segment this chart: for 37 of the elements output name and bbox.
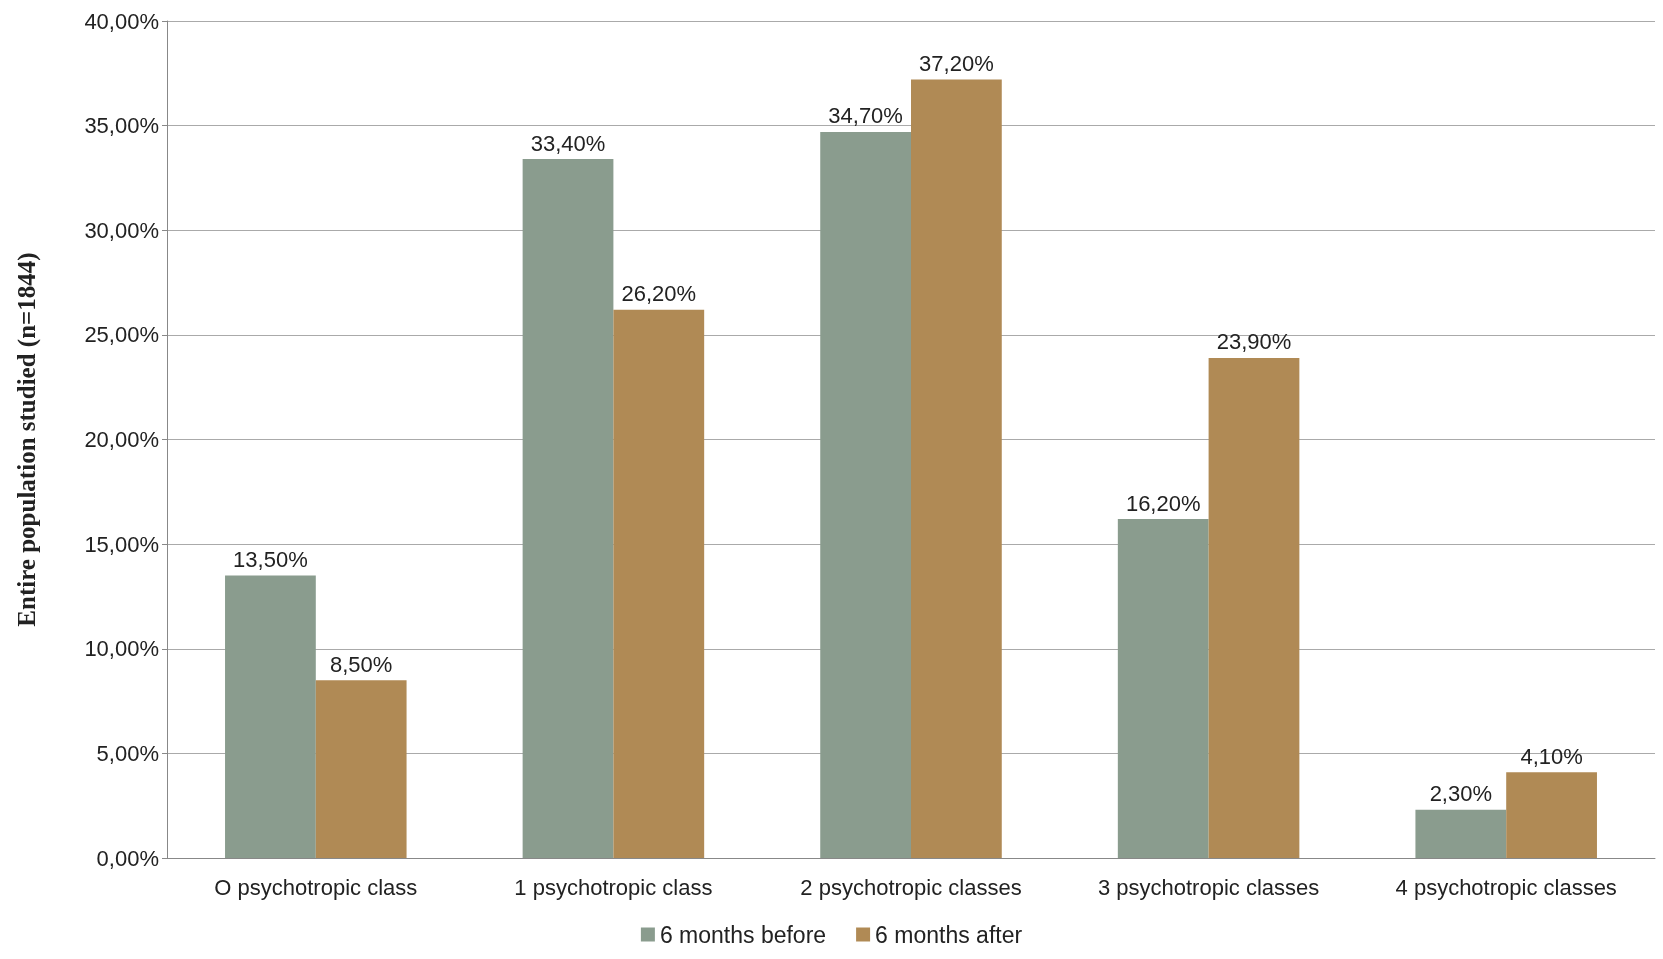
x-tick-label: 4 psychotropic classes [1395, 874, 1617, 900]
y-tick-label: 35,00% [84, 113, 159, 139]
bar [1117, 519, 1209, 858]
data-label: 13,50% [233, 547, 308, 573]
x-tick-label: 3 psychotropic classes [1097, 874, 1320, 900]
y-tick-label: 0,00% [96, 845, 159, 871]
data-label: 23,90% [1216, 329, 1292, 355]
y-tick-label: 15,00% [84, 531, 159, 557]
legend-label: 6 months after [875, 921, 1023, 948]
data-label: 37,20% [919, 51, 994, 77]
data-label: 16,20% [1125, 490, 1201, 516]
legend-label: 6 months before [659, 921, 827, 948]
y-axis-title: Entire population studied (n=1844) [13, 252, 41, 627]
bar [1415, 809, 1507, 858]
data-label: 26,20% [621, 281, 697, 307]
data-label: 34,70% [828, 103, 903, 129]
x-tick-label: 1 psychotropic class [514, 874, 713, 900]
y-tick-label: 25,00% [84, 322, 159, 348]
bar [1208, 357, 1300, 858]
data-label: 4,10% [1520, 743, 1583, 769]
x-tick-label: 2 psychotropic classes [800, 874, 1022, 900]
y-tick-label: 30,00% [84, 217, 159, 243]
y-tick-label: 10,00% [84, 636, 159, 662]
y-tick-label: 5,00% [96, 740, 159, 766]
bar [315, 680, 407, 858]
data-label: 2,30% [1429, 781, 1493, 807]
data-label: 8,50% [329, 651, 393, 677]
bar [225, 575, 316, 858]
data-label: 33,40% [530, 130, 606, 156]
bar [911, 79, 1002, 858]
bar [820, 131, 911, 858]
bar [613, 309, 705, 858]
y-tick-label: 40,00% [84, 8, 159, 34]
bar [522, 159, 614, 858]
x-tick-label: O psychotropic class [214, 874, 418, 900]
y-tick-label: 20,00% [84, 427, 159, 452]
bar [1506, 772, 1597, 858]
